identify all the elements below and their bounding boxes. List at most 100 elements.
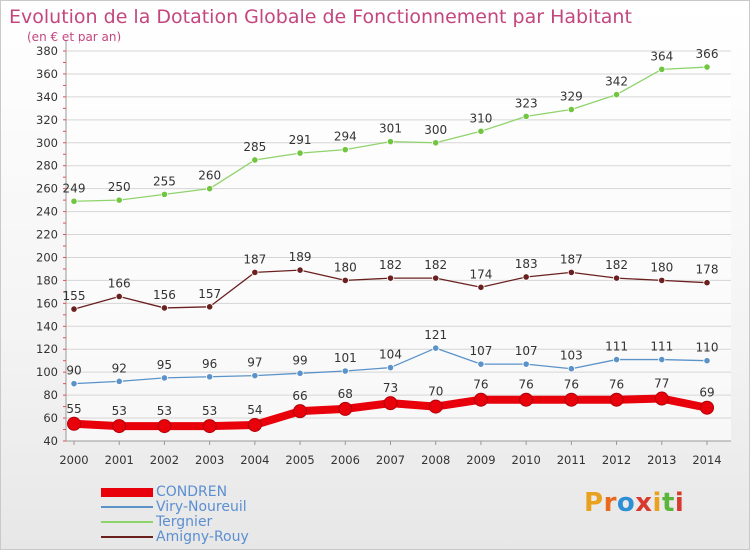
series-layer bbox=[67, 63, 714, 434]
y-tick-label: 200 bbox=[36, 250, 58, 264]
data-point bbox=[658, 276, 666, 285]
data-label: 294 bbox=[334, 130, 357, 144]
data-point bbox=[432, 274, 440, 282]
data-label: 178 bbox=[696, 263, 719, 277]
x-tick-label: 2006 bbox=[331, 453, 360, 467]
data-label: 187 bbox=[560, 252, 583, 266]
data-label: 53 bbox=[202, 404, 217, 418]
data-label: 366 bbox=[696, 47, 719, 61]
data-point bbox=[251, 156, 259, 164]
logo-letter: i bbox=[674, 488, 685, 518]
x-tick-label: 2011 bbox=[557, 453, 586, 467]
data-label: 300 bbox=[424, 123, 447, 137]
data-point bbox=[612, 90, 621, 99]
x-tick-label: 2004 bbox=[240, 453, 269, 467]
data-label: 329 bbox=[560, 90, 583, 104]
data-point bbox=[658, 65, 666, 73]
data-point bbox=[157, 419, 172, 434]
data-label: 183 bbox=[515, 257, 538, 271]
data-point bbox=[296, 369, 304, 377]
logo-letter: o bbox=[616, 488, 636, 518]
data-label: 249 bbox=[63, 181, 86, 195]
data-point bbox=[383, 396, 398, 411]
logo-letter: i bbox=[652, 488, 662, 518]
chart-title: Evolution de la Dotation Globale de Fonc… bbox=[9, 6, 632, 28]
y-tick-label: 40 bbox=[43, 434, 58, 448]
data-point bbox=[206, 185, 214, 193]
data-label: 76 bbox=[473, 378, 488, 392]
data-label: 364 bbox=[650, 49, 673, 63]
proxiti-logo: Proxiti bbox=[584, 488, 684, 518]
axes: 40 60 80 100 120 140 160 180 200 220 240 260 280 300 3… bbox=[36, 41, 731, 467]
data-point bbox=[612, 274, 621, 282]
data-label: 107 bbox=[515, 344, 538, 358]
data-label: 97 bbox=[247, 356, 262, 370]
legend-label: Amigny-Rouy bbox=[156, 529, 249, 545]
logo-letter: P bbox=[584, 488, 604, 518]
data-point bbox=[654, 391, 669, 406]
data-label: 156 bbox=[153, 288, 176, 302]
data-point bbox=[115, 377, 123, 385]
y-tick-label: 380 bbox=[36, 44, 58, 58]
data-label: 99 bbox=[292, 353, 307, 367]
y-tick-label: 340 bbox=[36, 90, 58, 104]
legend-swatch bbox=[101, 506, 153, 508]
data-label: 103 bbox=[560, 349, 583, 363]
legend-swatch bbox=[101, 487, 153, 497]
data-label: 157 bbox=[198, 287, 221, 301]
x-tick-label: 2000 bbox=[59, 453, 88, 467]
y-tick-label: 60 bbox=[43, 411, 58, 425]
data-point bbox=[341, 146, 349, 154]
x-tick-label: 2012 bbox=[602, 453, 631, 467]
x-tick-label: 2013 bbox=[647, 453, 676, 467]
x-tick-label: 2009 bbox=[466, 453, 495, 467]
data-label: 155 bbox=[63, 289, 86, 303]
grid-lines bbox=[66, 41, 731, 442]
data-label: 121 bbox=[424, 328, 447, 342]
logo-letter: x bbox=[635, 488, 653, 518]
data-point bbox=[160, 190, 169, 198]
x-tick-label: 2014 bbox=[692, 453, 721, 467]
data-label: 53 bbox=[112, 404, 127, 418]
data-point bbox=[293, 404, 308, 419]
data-point bbox=[522, 112, 530, 120]
data-point bbox=[206, 373, 214, 381]
data-label: 76 bbox=[519, 378, 534, 392]
data-label: 73 bbox=[383, 381, 398, 395]
y-tick-label: 100 bbox=[36, 365, 58, 379]
data-labels: 90 92 95 96 97 99 101 104 121 107 107 103 111 111 110 2… bbox=[63, 47, 719, 418]
data-label: 166 bbox=[108, 276, 131, 290]
data-point bbox=[519, 392, 534, 407]
data-label: 111 bbox=[650, 340, 673, 354]
data-label: 95 bbox=[157, 358, 172, 372]
data-point bbox=[296, 266, 304, 274]
data-label: 53 bbox=[157, 404, 172, 418]
x-tick-label: 2010 bbox=[512, 453, 541, 467]
data-point bbox=[70, 197, 78, 205]
data-point bbox=[564, 392, 579, 407]
x-tick-label: 2007 bbox=[376, 453, 405, 467]
data-point bbox=[477, 360, 485, 368]
data-point bbox=[115, 196, 123, 204]
chart-subtitle: (en € et par an) bbox=[27, 30, 122, 44]
data-point bbox=[700, 400, 714, 415]
data-point bbox=[341, 367, 349, 375]
data-point bbox=[432, 344, 440, 352]
data-label: 110 bbox=[696, 341, 719, 355]
data-label: 310 bbox=[469, 111, 492, 125]
data-label: 111 bbox=[605, 340, 628, 354]
logo-letter: t bbox=[661, 488, 675, 518]
data-point bbox=[247, 417, 262, 432]
data-label: 291 bbox=[289, 133, 312, 147]
data-label: 70 bbox=[428, 385, 443, 399]
data-label: 323 bbox=[515, 96, 538, 110]
y-tick-label: 220 bbox=[36, 228, 58, 242]
data-point bbox=[386, 138, 395, 146]
data-point bbox=[658, 355, 666, 364]
plot-area bbox=[66, 41, 731, 441]
x-tick-label: 2002 bbox=[150, 453, 179, 467]
data-point bbox=[567, 268, 575, 276]
data-label: 260 bbox=[198, 169, 221, 183]
